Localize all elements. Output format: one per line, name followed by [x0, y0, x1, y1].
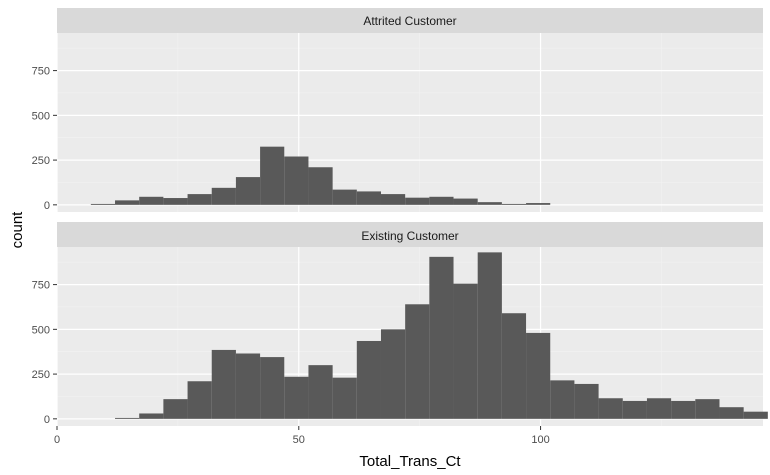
histogram-bar: [90, 203, 116, 205]
histogram-bar: [574, 383, 599, 419]
y-tick-label: 750: [32, 280, 50, 292]
histogram-bar: [453, 283, 478, 419]
y-tick-label: 250: [32, 155, 50, 167]
histogram-bar: [477, 252, 502, 419]
histogram-bar: [187, 381, 212, 419]
histogram-bar: [284, 376, 309, 419]
histogram-bar: [646, 398, 672, 419]
histogram-bar: [598, 398, 623, 419]
histogram-bar: [526, 332, 551, 419]
histogram-bar: [235, 353, 261, 419]
histogram-bar: [743, 411, 768, 419]
histogram-bar: [308, 167, 333, 205]
histogram-bar: [501, 203, 527, 205]
histogram-bar: [332, 189, 357, 205]
histogram-bar: [429, 256, 454, 419]
histogram-bar: [187, 194, 212, 205]
histogram-bar: [211, 187, 236, 205]
y-tick-label: 250: [32, 369, 50, 381]
histogram-bar: [260, 146, 285, 205]
histogram-bar: [405, 304, 430, 419]
histogram-bar: [550, 380, 575, 419]
x-axis: 0 50 100: [54, 426, 550, 446]
histogram-bar: [526, 203, 551, 205]
histogram-bar: [380, 329, 406, 419]
y-tick-label: 750: [32, 66, 50, 78]
histogram-bar: [115, 200, 140, 205]
y-axis-attrited: 0 250 500 750: [32, 66, 57, 212]
histogram-bar: [139, 413, 164, 419]
x-tick-label: 100: [531, 434, 549, 446]
histogram-bar: [139, 196, 164, 205]
histogram-bar: [719, 407, 744, 419]
bars-existing: [115, 252, 768, 419]
y-tick-label: 500: [32, 110, 50, 122]
histogram-bar: [405, 197, 430, 205]
y-tick-label: 500: [32, 324, 50, 336]
facet-label-attrited: Attrited Customer: [363, 14, 456, 28]
histogram-bar: [695, 399, 720, 419]
x-tick-label: 50: [293, 434, 305, 446]
histogram-bar: [453, 198, 478, 205]
y-axis-existing: 0 250 500 750: [32, 280, 57, 426]
histogram-bar: [163, 198, 188, 205]
histogram-bar: [260, 357, 285, 419]
histogram-bar: [380, 194, 406, 205]
histogram-bar: [115, 417, 140, 419]
histogram-bar: [501, 313, 527, 419]
bars-attrited: [90, 146, 551, 205]
histogram-bar: [356, 340, 381, 419]
histogram-bar: [622, 400, 647, 419]
facet-label-existing: Existing Customer: [361, 229, 458, 243]
histogram-bar: [235, 177, 261, 205]
facet-strip-existing: [57, 222, 763, 247]
facet-existing-customer: Existing Customer 0 250 500 750: [32, 222, 768, 426]
histogram-bar: [429, 196, 454, 205]
facet-attrited-customer: Attrited Customer 0 250 500 750: [32, 8, 763, 212]
histogram-bar: [308, 365, 333, 419]
histogram-bar: [671, 400, 696, 419]
facet-panel-attrited: [57, 33, 763, 212]
histogram-bar: [356, 191, 381, 205]
y-axis-title: count: [9, 211, 26, 249]
facet-strip-attrited: [57, 8, 763, 33]
x-tick-label: 0: [54, 434, 60, 446]
y-tick-label: 0: [44, 200, 50, 212]
histogram-bar: [284, 156, 309, 205]
histogram-bar: [332, 377, 357, 419]
histogram-bar: [163, 399, 188, 419]
x-axis-title: Total_Trans_Ct: [359, 453, 461, 470]
y-tick-label: 0: [44, 414, 50, 426]
histogram-bar: [211, 349, 236, 419]
histogram-bar: [477, 202, 502, 205]
